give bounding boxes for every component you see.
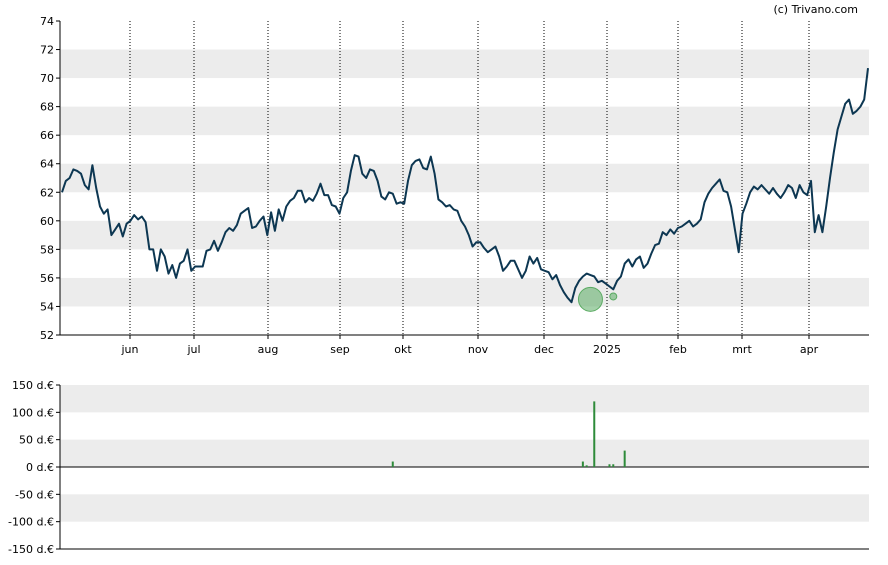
price-y-tick-label: 70 bbox=[40, 72, 54, 85]
price-y-tick-label: 74 bbox=[40, 15, 54, 28]
month-tick-label: jun bbox=[121, 343, 139, 356]
price-panel-month-gridlines bbox=[129, 21, 810, 335]
month-tick-label: okt bbox=[394, 343, 412, 356]
volume-panel-bars bbox=[391, 401, 626, 467]
price-y-tick-label: 60 bbox=[40, 215, 54, 228]
credit-label: (c) Trivano.com bbox=[773, 3, 858, 16]
price-panel-y-axis: 52 54 56 58 60 62 64 66 68 70 72 74 bbox=[40, 15, 60, 342]
volume-bar bbox=[581, 461, 584, 467]
volume-y-tick-label: -100 d.€ bbox=[8, 516, 54, 529]
price-y-tick-label: 62 bbox=[40, 186, 54, 199]
volume-panel-bands bbox=[60, 385, 869, 522]
volume-panel-y-axis: -150 d.€ -100 d.€ -50 d.€ 0 d.€ 50 d.€ 100 d.… bbox=[8, 379, 60, 556]
price-y-tick-label: 58 bbox=[40, 243, 54, 256]
price-y-tick-label: 64 bbox=[40, 158, 54, 171]
volume-bar bbox=[623, 450, 626, 467]
price-band bbox=[60, 49, 869, 79]
price-panel-x-axis: jun jul aug sep okt nov dec 2025 feb mrt apr bbox=[121, 335, 819, 356]
month-tick-label: mrt bbox=[732, 343, 752, 356]
month-tick-label: nov bbox=[468, 343, 489, 356]
price-y-tick-label: 52 bbox=[40, 329, 54, 342]
month-tick-label: aug bbox=[258, 343, 279, 356]
volume-y-tick-label: 50 d.€ bbox=[19, 434, 54, 447]
month-tick-label: sep bbox=[330, 343, 349, 356]
price-panel-frame bbox=[59, 21, 869, 336]
price-panel-bubbles bbox=[577, 286, 618, 312]
volume-bar bbox=[593, 401, 596, 467]
price-y-tick-label: 56 bbox=[40, 272, 54, 285]
volume-bar bbox=[608, 464, 611, 467]
volume-band bbox=[60, 439, 869, 467]
month-tick-label: feb bbox=[669, 343, 687, 356]
event-bubble bbox=[577, 286, 603, 312]
event-bubble bbox=[609, 292, 618, 301]
price-y-tick-label: 66 bbox=[40, 129, 54, 142]
price-band bbox=[60, 163, 869, 193]
volume-band bbox=[60, 385, 869, 413]
volume-y-tick-label: 0 d.€ bbox=[26, 461, 54, 474]
volume-y-tick-label: 150 d.€ bbox=[12, 379, 54, 392]
month-tick-label: 2025 bbox=[593, 343, 621, 356]
volume-bar bbox=[391, 461, 394, 467]
price-y-tick-label: 68 bbox=[40, 101, 54, 114]
price-band bbox=[60, 106, 869, 136]
price-line bbox=[61, 67, 869, 304]
volume-y-tick-label: -50 d.€ bbox=[15, 488, 54, 501]
month-tick-label: apr bbox=[800, 343, 819, 356]
price-y-tick-label: 54 bbox=[40, 300, 54, 313]
price-panel-series bbox=[61, 67, 869, 304]
volume-band bbox=[60, 494, 869, 522]
volume-y-tick-label: -150 d.€ bbox=[8, 543, 54, 556]
volume-bar bbox=[585, 465, 588, 467]
month-tick-label: jul bbox=[186, 343, 200, 356]
price-band bbox=[60, 277, 869, 307]
month-tick-label: dec bbox=[534, 343, 554, 356]
volume-y-tick-label: 100 d.€ bbox=[12, 406, 54, 419]
price-panel-bands bbox=[60, 49, 869, 307]
volume-bar bbox=[612, 464, 615, 467]
price-y-tick-label: 72 bbox=[40, 44, 54, 57]
